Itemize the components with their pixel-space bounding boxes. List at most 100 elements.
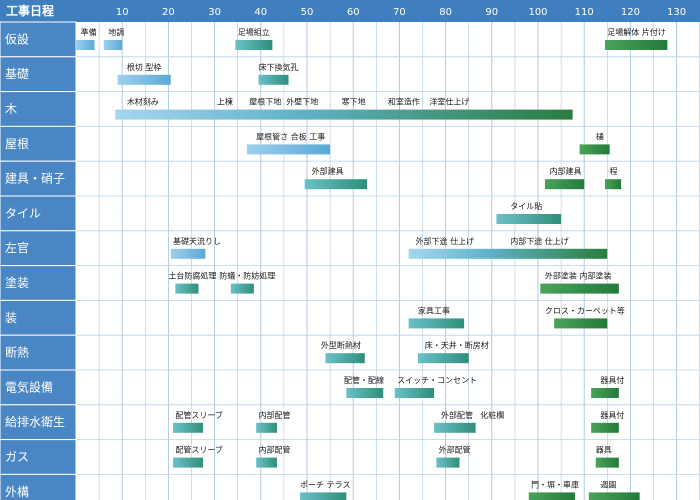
task-bar [434, 422, 476, 433]
task-label: 土台防腐処理 [168, 271, 216, 281]
task-bar [300, 492, 347, 500]
task-label: 洋室仕上げ [429, 97, 469, 107]
task-label: 外型断熱材 [321, 340, 361, 350]
task-bar [256, 457, 277, 468]
task-bar [103, 40, 123, 50]
task-bar [496, 214, 562, 224]
task-bar [230, 283, 254, 294]
task-label: クロス・カーペット等 [545, 305, 625, 315]
row-label: タイル [5, 206, 41, 220]
chart-background [76, 22, 700, 500]
task-label: 木材刻み [127, 97, 159, 107]
task-bar [540, 283, 619, 294]
task-label: 内部建具 [550, 166, 582, 176]
task-bar [173, 422, 204, 433]
corner-label: 工事日程 [6, 3, 54, 18]
task-label: 外部下途 仕上げ [416, 236, 475, 246]
task-label: 外部塗装 内部塗装 [545, 271, 612, 281]
chart-header: 工事日程 10 20 30 40 50 60 70 80 90 100 110 120 130 [0, 0, 700, 22]
task-label: ポーチ テラス [300, 480, 350, 489]
task-label: 外部建具 [312, 166, 344, 176]
task-bar [117, 74, 171, 85]
task-bar [579, 144, 610, 155]
row-label-cell [0, 56, 77, 93]
row-label: 断熱 [5, 345, 29, 360]
task-bar [325, 353, 365, 364]
x-tick-label: 50 [301, 7, 314, 18]
task-label: 配管スリーブ [175, 410, 223, 420]
task-label: 家具工事 [418, 305, 450, 315]
task-bar [173, 457, 204, 468]
task-bar [436, 457, 460, 468]
x-tick-label: 10 [116, 7, 129, 18]
plot-area [76, 22, 700, 500]
x-tick-label: 20 [162, 7, 175, 18]
header-bar [0, 0, 700, 22]
task-label: 床・天井・断房材 [425, 340, 489, 350]
task-label: 内部配管 [258, 410, 290, 420]
task-bar [115, 109, 573, 120]
chart-grid [76, 22, 700, 500]
row-label-cell [0, 334, 77, 371]
x-tick-label: 110 [575, 7, 594, 18]
task-bar [544, 179, 585, 190]
task-bar [175, 283, 199, 294]
task-bar [258, 74, 289, 85]
task-label: 地調 [108, 27, 124, 37]
task-label: 準備 [81, 27, 97, 37]
row-label-cell [0, 195, 77, 232]
row-label: 給排水衛生 [5, 415, 65, 429]
task-bar [604, 179, 622, 190]
task-label: タイル貼 [510, 201, 542, 211]
task-label: 床下換気孔 [258, 62, 298, 72]
row-label: 左官 [5, 240, 29, 255]
task-label: 配管・配線 [344, 375, 384, 385]
task-bar [591, 388, 619, 398]
x-tick-label: 100 [528, 7, 547, 18]
task-label: 上棟 [217, 97, 233, 107]
x-tick-label: 80 [439, 7, 452, 18]
row-label-cell [0, 369, 77, 406]
task-label: 器具付 [600, 410, 624, 420]
task-label: 足場解体 片付け [607, 27, 666, 37]
task-label: 足場組立 [238, 27, 270, 37]
x-tick-label: 90 [485, 7, 498, 18]
task-label: 防蟻・防妨処理 [219, 271, 275, 281]
task-label: 樋 [596, 131, 604, 141]
row-label: 塗装 [5, 275, 29, 290]
x-tick-label: 120 [621, 7, 640, 18]
row-label: 外構 [5, 485, 29, 499]
task-label: 外壁下地 [286, 97, 318, 107]
task-label: 内部下途 仕上げ [510, 236, 569, 246]
task-bar [604, 40, 668, 50]
x-tick-label: 30 [208, 7, 221, 18]
task-label: 根切 型枠 [127, 62, 162, 72]
x-tick-label: 40 [254, 7, 267, 18]
task-bar [591, 422, 619, 433]
x-tick-label: 60 [347, 7, 360, 18]
row-label: 建具・硝子 [5, 172, 65, 186]
task-bar [554, 318, 608, 329]
row-label: 電気設備 [5, 379, 53, 394]
task-bar [408, 318, 465, 329]
task-label: 基礎天流りし [173, 236, 221, 246]
task-label: 屋根管さ 合板 工事 [256, 131, 325, 141]
task-bar [417, 353, 469, 364]
task-bar [235, 40, 273, 50]
task-label: 週園 [600, 480, 616, 489]
x-tick-label: 70 [393, 7, 406, 18]
task-bar [246, 144, 331, 155]
row-label: 基礎 [5, 67, 29, 81]
row-label: 屋根 [5, 137, 29, 151]
task-bar [394, 388, 435, 398]
task-label: 化粧欄 [480, 410, 504, 420]
task-bar [528, 492, 575, 500]
x-tick-label: 130 [667, 7, 686, 18]
task-label: 程 [610, 167, 618, 176]
task-label: 門・塀・車庫 [531, 479, 579, 489]
task-label: 外部配管 [441, 410, 473, 420]
task-bar [76, 40, 95, 50]
task-label: 器具付 [600, 375, 624, 385]
